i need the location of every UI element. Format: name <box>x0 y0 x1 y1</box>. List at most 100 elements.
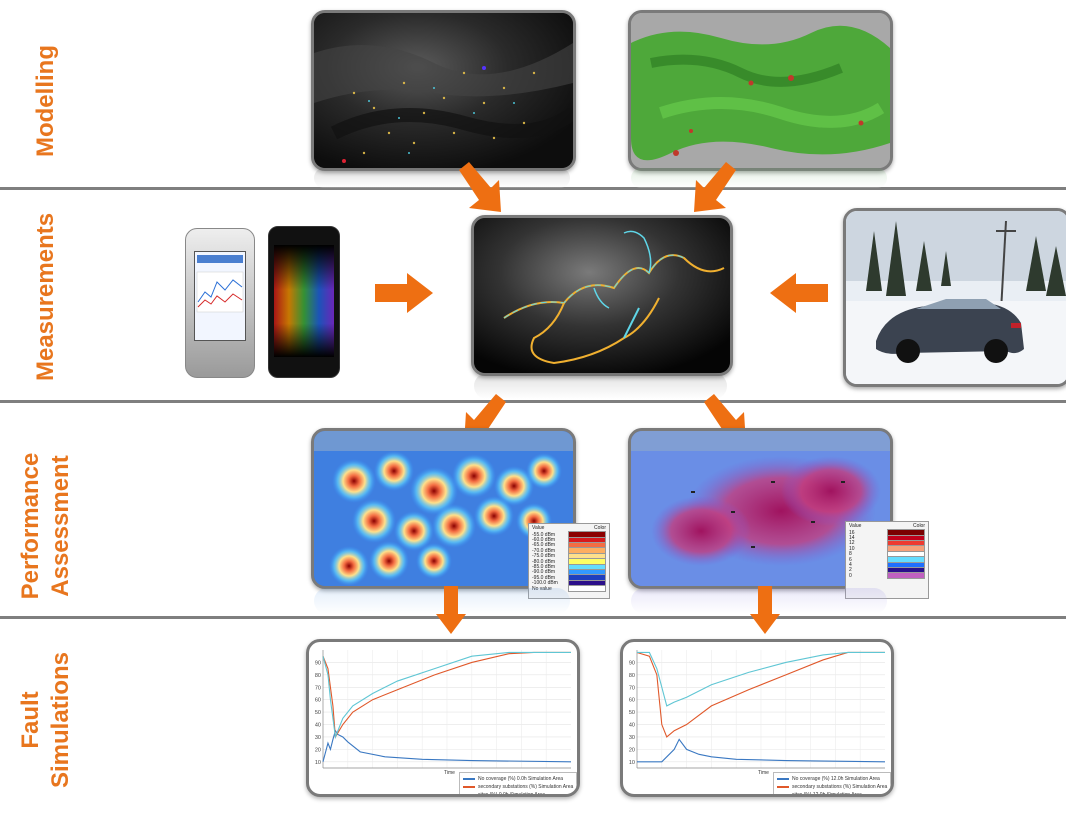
chart-legend: No coverage (%) 12.0h Simulation Area sec… <box>773 772 891 797</box>
line-chart: 90 80 70 60 50 40 30 20 10 <box>315 650 572 769</box>
drive-test-measurement-map <box>471 215 733 376</box>
legend-swatch <box>463 786 475 788</box>
arrow-down-icon <box>750 586 780 634</box>
arrow-down-left-icon <box>694 162 736 212</box>
legend-swatch <box>887 572 925 580</box>
chart-legend-entry: sites (%) 12.0h Simulation Area <box>777 791 887 797</box>
legend-series-name: No coverage (%) 0.0h Simulation Area <box>478 776 564 782</box>
section-label-modelling: Modelling <box>32 45 59 157</box>
legend-value: -75.0 dBm <box>532 553 556 560</box>
series-line-0 <box>322 729 572 763</box>
y-tick-label: 60 <box>315 698 321 704</box>
legend-value: 12 <box>849 540 855 547</box>
y-tick-label: 50 <box>629 710 635 716</box>
y-tick-label: 10 <box>315 760 321 766</box>
legend-swatch <box>463 794 475 796</box>
legend-swatch <box>777 786 789 788</box>
legend-row: No value <box>532 585 606 593</box>
section-label-fault-simulations: Fault Simulations <box>17 651 74 789</box>
chart-legend-entry: sites (%) 0.0h Simulation Area <box>463 791 573 797</box>
coverage-legend: Value Color -55.0 dBm -60.0 dBm -65.0 dBm -… <box>528 523 610 599</box>
legend-value: -60.0 dBm <box>532 537 556 544</box>
legend-value: -65.0 dBm <box>532 542 556 549</box>
y-tick-label: 50 <box>315 710 321 716</box>
panel-reflection <box>631 168 887 188</box>
chart-legend-entry: secondary substations (%) Simulation Are… <box>463 783 573 791</box>
y-tick-label: 30 <box>315 735 321 741</box>
x-axis-label: Time <box>444 770 455 776</box>
chart-legend-entry: No coverage (%) 0.0h Simulation Area <box>463 775 573 783</box>
legend-row: 0 <box>849 572 925 580</box>
legend-value: 6 <box>849 556 852 563</box>
series-line-2 <box>322 651 571 740</box>
section-label-measurements: Measurements <box>32 212 59 381</box>
arrow-down-right-icon <box>459 162 501 212</box>
legend-value: -70.0 dBm <box>532 547 556 554</box>
legend-value: 4 <box>849 562 852 569</box>
legend-value: -80.0 dBm <box>532 558 556 565</box>
legend-header-value: Value <box>849 523 862 529</box>
legend-value: -90.0 dBm <box>532 569 556 576</box>
y-tick-label: 80 <box>315 673 321 679</box>
measurement-car-photo <box>843 208 1066 387</box>
fault-simulation-chart-right: 90 80 70 60 50 40 30 20 10 Time No coverage (%) … <box>620 639 894 797</box>
panel-reflection <box>474 373 727 399</box>
y-tick-label: 90 <box>629 660 635 666</box>
legend-series-name: No coverage (%) 12.0h Simulation Area <box>792 776 880 782</box>
y-tick-label: 10 <box>629 760 635 766</box>
section-divider <box>0 400 1066 403</box>
arrow-down-icon <box>436 586 466 634</box>
legend-swatch <box>777 794 789 796</box>
legend-value: No value <box>532 585 552 592</box>
legend-series-name: sites (%) 12.0h Simulation Area <box>792 792 862 797</box>
section-label-performance-assessment: Performance Assessment <box>17 452 74 600</box>
legend-value: -55.0 dBm <box>532 531 556 538</box>
interference-legend: Value Color 16 14 12 10 8 6 4 2 0 <box>845 521 929 599</box>
terrain-model-map <box>311 10 576 171</box>
panel-reflection <box>314 168 570 188</box>
chart-legend-entry: No coverage (%) 12.0h Simulation Area <box>777 775 887 783</box>
legend-value: 2 <box>849 567 852 574</box>
legend-series-name: secondary substations (%) Simulation Are… <box>792 784 888 790</box>
legend-value: 8 <box>849 551 852 558</box>
legend-header-value: Value <box>532 525 545 531</box>
signal-strength-coverage-map <box>311 428 576 589</box>
section-divider <box>0 616 1066 619</box>
legend-value: 16 <box>849 529 855 536</box>
arrow-right-icon <box>375 273 433 313</box>
y-tick-label: 70 <box>629 685 635 691</box>
legend-series-name: secondary substations (%) Simulation Are… <box>478 784 574 790</box>
fault-simulation-chart-left: 90 80 70 60 50 40 30 20 10 Time No coverage (%) … <box>306 639 580 797</box>
chart-legend: No coverage (%) 0.0h Simulation Area seco… <box>459 772 577 797</box>
series-line-2 <box>637 651 885 707</box>
legend-value: 0 <box>849 572 852 579</box>
y-tick-label: 60 <box>629 698 635 704</box>
legend-value: 14 <box>849 535 855 542</box>
y-tick-label: 90 <box>315 660 321 666</box>
legend-value: 10 <box>849 545 855 552</box>
series-line-0 <box>637 738 886 763</box>
panel-reflection <box>314 588 570 614</box>
section-divider <box>0 187 1066 190</box>
series-line-1 <box>322 651 571 739</box>
y-tick-label: 70 <box>315 685 321 691</box>
chart-legend-entry: secondary substations (%) Simulation Are… <box>777 783 887 791</box>
legend-swatch <box>463 778 475 780</box>
y-tick-label: 40 <box>629 723 635 729</box>
line-chart: 90 80 70 60 50 40 30 20 10 <box>629 650 886 769</box>
y-tick-label: 20 <box>315 747 321 753</box>
legend-swatch <box>568 585 606 593</box>
legend-value: -95.0 dBm <box>532 574 556 581</box>
mobile-phone-nokia-image <box>185 228 255 378</box>
y-tick-label: 20 <box>629 747 635 753</box>
x-axis-label: Time <box>758 770 769 776</box>
y-tick-label: 80 <box>629 673 635 679</box>
legend-header-color: Color <box>594 525 606 531</box>
y-tick-label: 30 <box>629 735 635 741</box>
arrow-left-icon <box>770 273 828 313</box>
legend-series-name: sites (%) 0.0h Simulation Area <box>478 792 545 797</box>
legend-swatch <box>777 778 789 780</box>
mobile-phone-android-image <box>268 226 340 378</box>
y-tick-label: 40 <box>315 723 321 729</box>
legend-value: -85.0 dBm <box>532 564 556 571</box>
